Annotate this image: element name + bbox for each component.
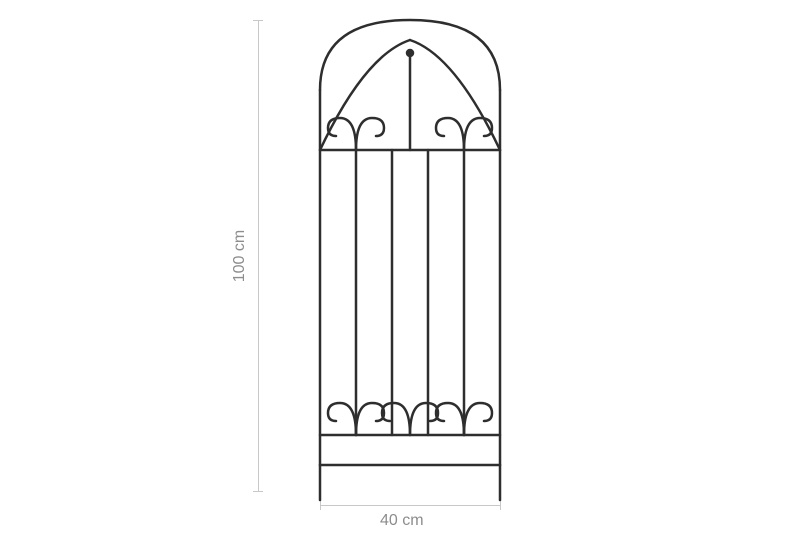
inner-arch-left [320, 40, 410, 150]
finial-dot [407, 50, 413, 56]
scroll-bot-6 [464, 403, 492, 435]
scroll-top-3 [436, 118, 464, 150]
scroll-top-1 [328, 118, 356, 150]
diagram-container: 100 cm 40 cm [0, 0, 800, 533]
dim-tick-v-bottom [253, 491, 263, 492]
scroll-bot-3 [382, 403, 410, 435]
scroll-top-2 [356, 118, 384, 150]
dim-label-height: 100 cm [231, 226, 249, 286]
scroll-bot-2 [356, 403, 384, 435]
dim-line-vertical [258, 20, 259, 491]
trellis-diagram [310, 10, 510, 520]
scroll-top-4 [464, 118, 492, 150]
scroll-bot-1 [328, 403, 356, 435]
dim-tick-v-top [253, 20, 263, 21]
scroll-bot-5 [436, 403, 464, 435]
inner-arch-right [410, 40, 500, 150]
scroll-bot-4 [410, 403, 438, 435]
